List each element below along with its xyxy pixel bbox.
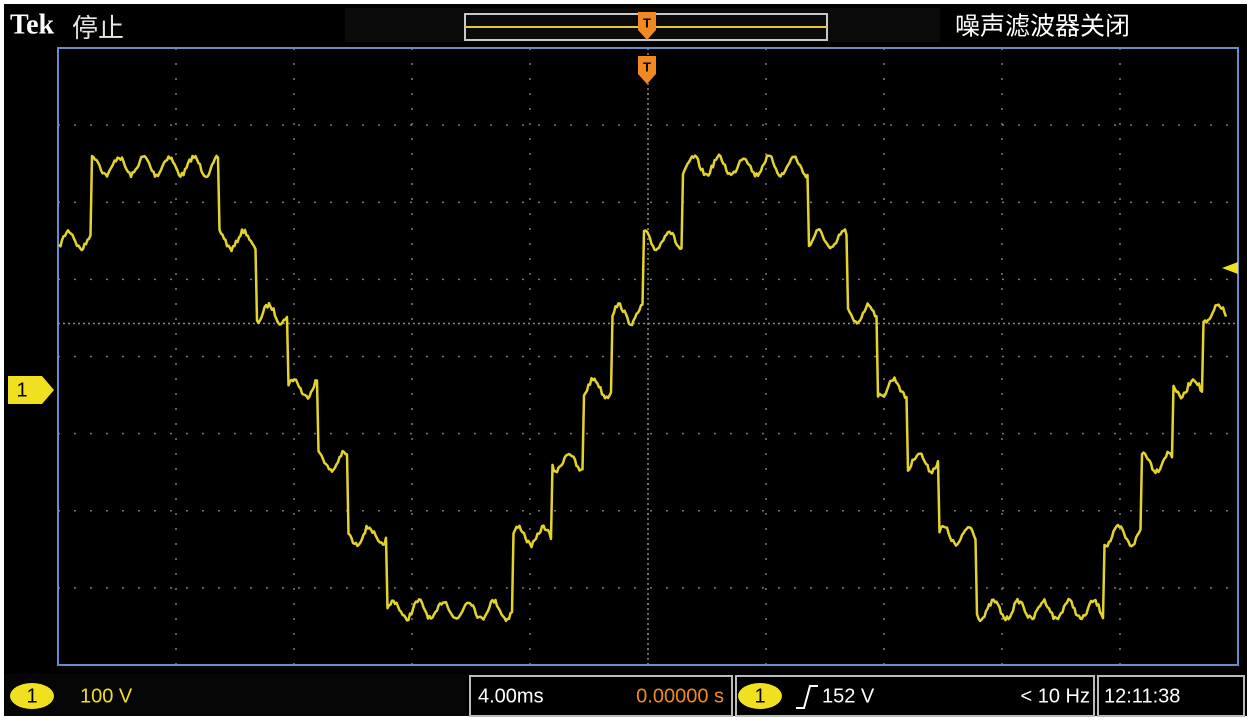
- trigger-channel-badge: [738, 683, 782, 709]
- trigger-level: 152 V: [822, 685, 875, 707]
- screen: [4, 4, 1247, 716]
- horizontal-position: 0.00000 s: [636, 685, 724, 707]
- waveform: [58, 153, 1228, 623]
- trigger-frequency: < 10 Hz: [1021, 685, 1090, 707]
- clock-box: [1097, 675, 1245, 717]
- trigger-marker-top: [638, 12, 656, 40]
- clock: 12:11:38: [1104, 685, 1180, 707]
- graticule: [58, 48, 1238, 665]
- trigger-level-marker: [1222, 262, 1238, 274]
- run-status: 停止: [72, 13, 124, 43]
- channel-marker: [8, 376, 54, 404]
- channel-badge-label: 1: [26, 685, 37, 707]
- timebase: 4.00ms: [478, 685, 544, 707]
- graticule-border: [57, 47, 1239, 666]
- trigger-box: [735, 675, 1095, 717]
- timebase-box: [469, 675, 733, 717]
- trigger-letter: T: [643, 15, 651, 30]
- trigger-marker: [638, 56, 656, 84]
- channel-readout: [4, 674, 466, 716]
- rising-edge-icon: [796, 685, 818, 709]
- trigger-channel-label: 1: [754, 685, 765, 707]
- vertical-scale: 100 V: [80, 685, 133, 707]
- brand: Tek: [10, 9, 55, 40]
- trigger-letter: T: [643, 59, 651, 74]
- filter-status: 噪声滤波器关闭: [955, 13, 1130, 41]
- channel-badge: [10, 683, 54, 709]
- trigger-position: T T: [638, 12, 656, 84]
- channel-marker-label: 1: [16, 379, 27, 401]
